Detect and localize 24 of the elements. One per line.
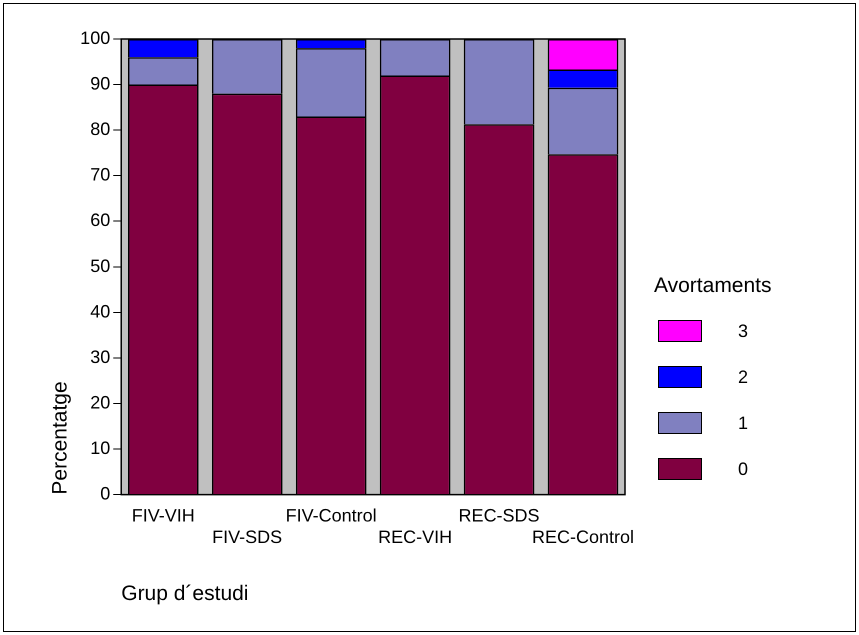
y-tick-label: 20 (90, 392, 110, 412)
x-axis-title: Grup d´estudi (121, 582, 248, 606)
x-tick-label: REC-Control (532, 526, 634, 547)
y-tick-label: 90 (90, 74, 110, 94)
y-axis-title: Percentatge (48, 381, 72, 495)
text: 0 (738, 458, 748, 480)
y-tick-label: 70 (90, 164, 110, 185)
x-tick-label: REC-VIH (378, 526, 452, 547)
legend-label: 2 (738, 366, 748, 388)
y-tick-label: 60 (90, 210, 110, 230)
legend-label: 3 (738, 320, 748, 342)
y-tick-label: 0 (100, 484, 110, 504)
y-tick-label: 40 (90, 301, 110, 322)
y-tick-label: 100 (80, 28, 110, 48)
x-tick-label: FIV-Control (286, 505, 377, 526)
x-tick-label: REC-SDS (458, 505, 540, 526)
legend-label: 1 (738, 412, 748, 434)
y-tick-label: 50 (90, 256, 110, 276)
y-tick-label: 10 (90, 438, 110, 458)
legend-title: Avortaments (654, 274, 772, 298)
y-tick-label: 30 (90, 346, 110, 367)
y-tick-label: 80 (90, 119, 110, 140)
x-tick-label: FIV-SDS (212, 526, 282, 547)
x-tick-label: FIV-VIH (132, 505, 195, 526)
